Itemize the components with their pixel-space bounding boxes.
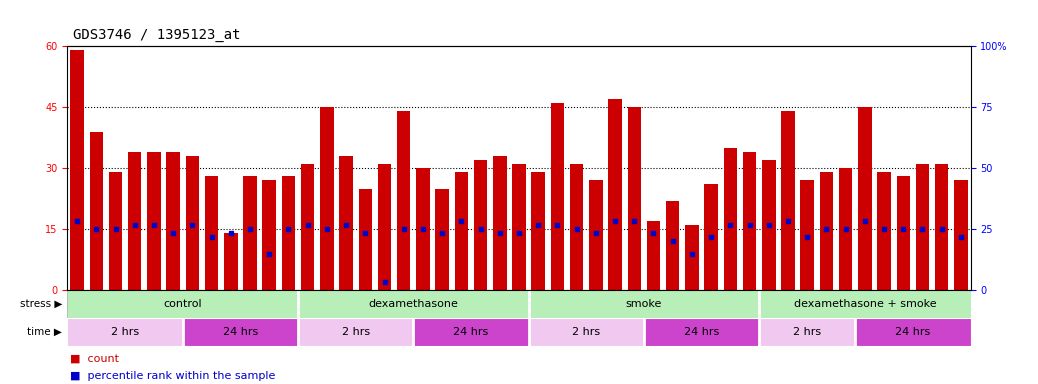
Bar <box>320 107 333 290</box>
Bar <box>89 132 103 290</box>
Bar <box>743 152 757 290</box>
Text: stress ▶: stress ▶ <box>20 299 62 309</box>
Bar <box>647 221 660 290</box>
Text: 24 hrs: 24 hrs <box>454 327 489 337</box>
Bar <box>378 164 391 290</box>
Bar <box>531 172 545 290</box>
Bar <box>493 156 507 290</box>
Bar <box>166 152 180 290</box>
Text: 2 hrs: 2 hrs <box>572 327 600 337</box>
Bar <box>551 103 565 290</box>
Bar <box>839 168 852 290</box>
Bar <box>528 290 759 318</box>
Bar <box>782 111 795 290</box>
Bar <box>147 152 161 290</box>
Bar <box>281 176 295 290</box>
Bar <box>762 160 775 290</box>
Bar <box>916 164 929 290</box>
Bar <box>243 176 256 290</box>
Bar <box>204 176 218 290</box>
Bar <box>186 156 199 290</box>
Bar <box>759 318 855 346</box>
Bar <box>67 318 183 346</box>
Bar <box>528 318 644 346</box>
Bar <box>858 107 872 290</box>
Text: smoke: smoke <box>626 299 662 309</box>
Text: 24 hrs: 24 hrs <box>223 327 258 337</box>
Bar <box>71 50 84 290</box>
Bar <box>628 107 641 290</box>
Text: 24 hrs: 24 hrs <box>895 327 930 337</box>
Text: GDS3746 / 1395123_at: GDS3746 / 1395123_at <box>73 28 240 42</box>
Text: 2 hrs: 2 hrs <box>111 327 139 337</box>
Text: 24 hrs: 24 hrs <box>684 327 719 337</box>
Bar <box>685 225 699 290</box>
Bar <box>128 152 141 290</box>
Bar <box>183 318 298 346</box>
Bar <box>263 180 276 290</box>
Bar <box>723 148 737 290</box>
Text: dexamethasone + smoke: dexamethasone + smoke <box>793 299 936 309</box>
Bar <box>473 160 487 290</box>
Bar <box>954 180 967 290</box>
Bar <box>570 164 583 290</box>
Bar <box>877 172 891 290</box>
Bar <box>358 189 372 290</box>
Bar <box>397 111 410 290</box>
Bar <box>416 168 430 290</box>
Bar <box>590 180 603 290</box>
Bar <box>224 233 238 290</box>
Text: ■  percentile rank within the sample: ■ percentile rank within the sample <box>70 371 275 381</box>
Bar <box>897 176 910 290</box>
Bar <box>855 318 971 346</box>
Bar <box>455 172 468 290</box>
Bar <box>820 172 834 290</box>
Text: control: control <box>163 299 202 309</box>
Bar <box>705 184 718 290</box>
Bar <box>413 318 528 346</box>
Text: time ▶: time ▶ <box>27 327 62 337</box>
Bar <box>435 189 448 290</box>
Bar <box>759 290 971 318</box>
Text: 2 hrs: 2 hrs <box>793 327 821 337</box>
Text: ■  count: ■ count <box>70 354 118 364</box>
Bar <box>339 156 353 290</box>
Bar <box>298 318 413 346</box>
Bar <box>298 290 528 318</box>
Bar <box>935 164 949 290</box>
Bar <box>67 290 298 318</box>
Bar <box>109 172 122 290</box>
Bar <box>644 318 759 346</box>
Bar <box>666 201 680 290</box>
Bar <box>608 99 622 290</box>
Text: 2 hrs: 2 hrs <box>342 327 370 337</box>
Bar <box>513 164 525 290</box>
Text: dexamethasone: dexamethasone <box>368 299 458 309</box>
Bar <box>301 164 315 290</box>
Bar <box>800 180 814 290</box>
